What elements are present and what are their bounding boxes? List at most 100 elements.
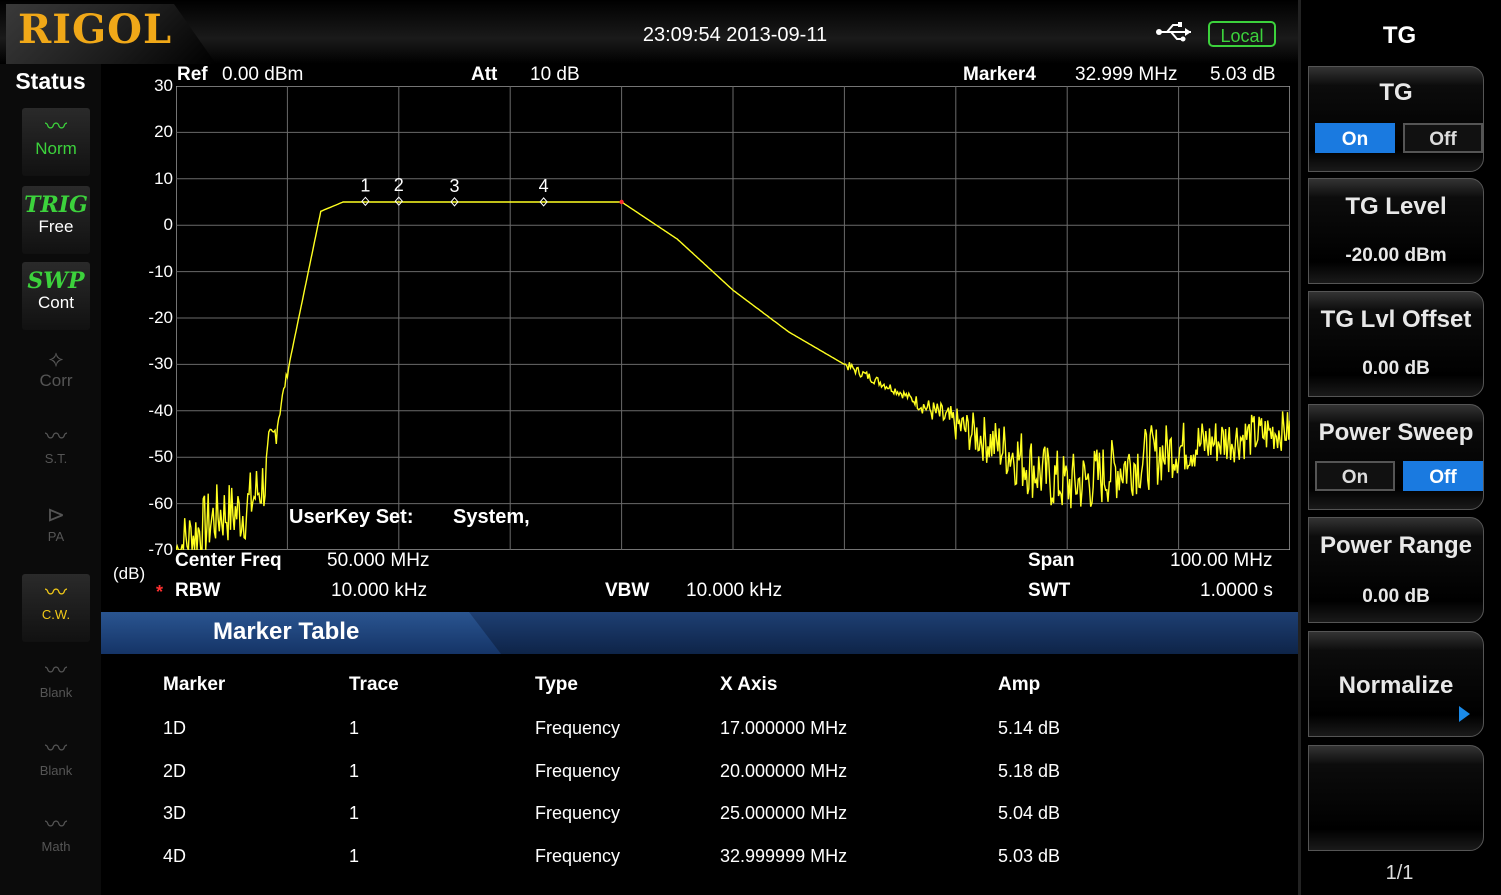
status-cw[interactable]: 〰 C.W.: [22, 574, 90, 642]
cell-trace: 1: [349, 761, 360, 781]
softkey-power-range[interactable]: Power Range 0.00 dB: [1308, 517, 1484, 623]
softkey-tg-level[interactable]: TG Level -20.00 dBm: [1308, 178, 1484, 284]
status-label: Norm: [35, 139, 77, 158]
cell-type: Frequency: [535, 718, 621, 738]
marker-number-label: 1: [360, 175, 370, 195]
status-label: PA: [47, 529, 65, 544]
cw-icon: 〰: [44, 580, 67, 605]
corr-icon: ⟡: [48, 346, 64, 371]
cell-type: Frequency: [535, 846, 621, 866]
vbw-label: VBW: [605, 580, 650, 601]
userkey-label: UserKey Set:: [289, 506, 414, 528]
center-freq-label: Center Freq: [175, 550, 282, 571]
status-st[interactable]: 〰 S.T.: [22, 418, 90, 486]
status-trig[interactable]: TRIG Free: [22, 186, 90, 254]
status-corr[interactable]: ⟡ Corr: [22, 340, 90, 408]
softkey-value: -20.00 dBm: [1345, 245, 1447, 266]
att-value[interactable]: 10 dB: [530, 64, 580, 85]
local-badge[interactable]: Local: [1208, 21, 1276, 47]
softkey-normalize[interactable]: Normalize: [1308, 631, 1484, 737]
y-tick-label: -60: [148, 493, 173, 513]
y-tick-label: -10: [148, 261, 173, 281]
cell-trace: 1: [349, 846, 360, 866]
spectrum-plot[interactable]: 1 2 3 4: [176, 86, 1290, 550]
softkey-label: Power Range: [1319, 532, 1473, 559]
softkey-value: 0.00 dB: [1362, 358, 1430, 379]
span-label: Span: [1028, 550, 1075, 571]
math-icon: 〰: [44, 812, 67, 837]
vbw-value[interactable]: 10.000 kHz: [686, 580, 783, 601]
cell-marker: 1D: [163, 718, 187, 738]
status-blank-1[interactable]: 〰 Blank: [22, 652, 90, 720]
cell-x-axis: 32.999999 MHz: [720, 846, 848, 866]
col-header-trace: Trace: [349, 674, 399, 695]
status-title: Status: [15, 68, 86, 94]
trace-line: [176, 201, 1290, 550]
menu-title: TG: [1382, 22, 1417, 49]
cell-marker: 2D: [163, 761, 187, 781]
status-label: S.T.: [44, 451, 68, 466]
col-header-amp: Amp: [998, 674, 1041, 695]
cell-type: Frequency: [535, 761, 621, 781]
tg-off-toggle[interactable]: Off: [1403, 123, 1483, 153]
status-norm[interactable]: 〰 Norm: [22, 108, 90, 176]
status-pa[interactable]: ⊳ PA: [22, 496, 90, 564]
marker-freq: 32.999 MHz: [1075, 64, 1178, 85]
marker-points[interactable]: 1 2 3 4: [360, 175, 624, 207]
status-swp[interactable]: SWP Cont: [22, 262, 90, 330]
logo-plate: [6, 4, 216, 64]
softkey-label: Normalize: [1338, 672, 1454, 699]
active-point-dot: [619, 199, 624, 205]
swp-icon: SWP: [27, 268, 85, 294]
y-unit: (dB): [113, 564, 146, 583]
y-tick-label: 0: [163, 215, 173, 235]
tg-on-toggle[interactable]: On: [1315, 123, 1395, 153]
y-tick-label: -40: [148, 400, 173, 420]
ref-label: Ref: [177, 64, 208, 85]
att-label: Att: [471, 64, 498, 85]
status-label: Blank: [39, 763, 73, 778]
y-tick-label: -70: [148, 540, 173, 559]
power-sweep-off-toggle[interactable]: Off: [1403, 461, 1483, 491]
marker-point[interactable]: [539, 197, 548, 207]
y-tick-label: 30: [154, 76, 173, 95]
wave-icon: 〰: [44, 114, 67, 139]
marker-label: Marker4: [963, 64, 1036, 85]
rbw-value[interactable]: 10.000 kHz: [331, 580, 428, 601]
usb-icon: [1156, 22, 1191, 42]
y-tick-label: 10: [154, 168, 173, 188]
softkey-label: Power Sweep: [1318, 419, 1474, 446]
span-value[interactable]: 100.00 MHz: [1170, 550, 1273, 571]
softkey-empty[interactable]: [1308, 745, 1484, 851]
cell-amp: 5.18 dB: [998, 761, 1061, 781]
softkey-power-sweep[interactable]: Power Sweep On Off: [1308, 404, 1484, 510]
marker-table-tab[interactable]: [101, 612, 501, 654]
softkey-label: TG: [1379, 79, 1413, 106]
rbw-label: RBW: [175, 580, 221, 601]
status-blank-2[interactable]: 〰 Blank: [22, 730, 90, 798]
cell-x-axis: 20.000000 MHz: [720, 761, 848, 781]
marker-point[interactable]: [450, 197, 459, 207]
marker-number-label: 3: [449, 176, 459, 196]
cell-type: Frequency: [535, 803, 621, 823]
cell-trace: 1: [349, 718, 360, 738]
marker-point[interactable]: [394, 196, 403, 206]
power-sweep-on-toggle[interactable]: On: [1315, 461, 1395, 491]
cell-x-axis: 17.000000 MHz: [720, 718, 848, 738]
top-bar: [0, 0, 1298, 64]
softkey-tg[interactable]: TG On Off: [1308, 66, 1484, 172]
st-icon: 〰: [44, 424, 67, 449]
blank-icon: 〰: [44, 658, 67, 683]
cell-marker: 4D: [163, 846, 187, 866]
y-tick-label: -20: [148, 308, 173, 327]
status-label: Corr: [39, 371, 73, 390]
ref-value[interactable]: 0.00 dBm: [222, 64, 304, 85]
marker-point[interactable]: [361, 196, 370, 207]
softkey-value: 0.00 dB: [1362, 586, 1430, 607]
status-label: Math: [41, 839, 71, 854]
softkey-tg-lvl-offset[interactable]: TG Lvl Offset 0.00 dB: [1308, 291, 1484, 397]
status-math[interactable]: 〰 Math: [22, 806, 90, 874]
center-freq-value[interactable]: 50.000 MHz: [327, 550, 430, 571]
cell-marker: 3D: [163, 803, 187, 823]
swt-value[interactable]: 1.0000 s: [1200, 580, 1273, 601]
